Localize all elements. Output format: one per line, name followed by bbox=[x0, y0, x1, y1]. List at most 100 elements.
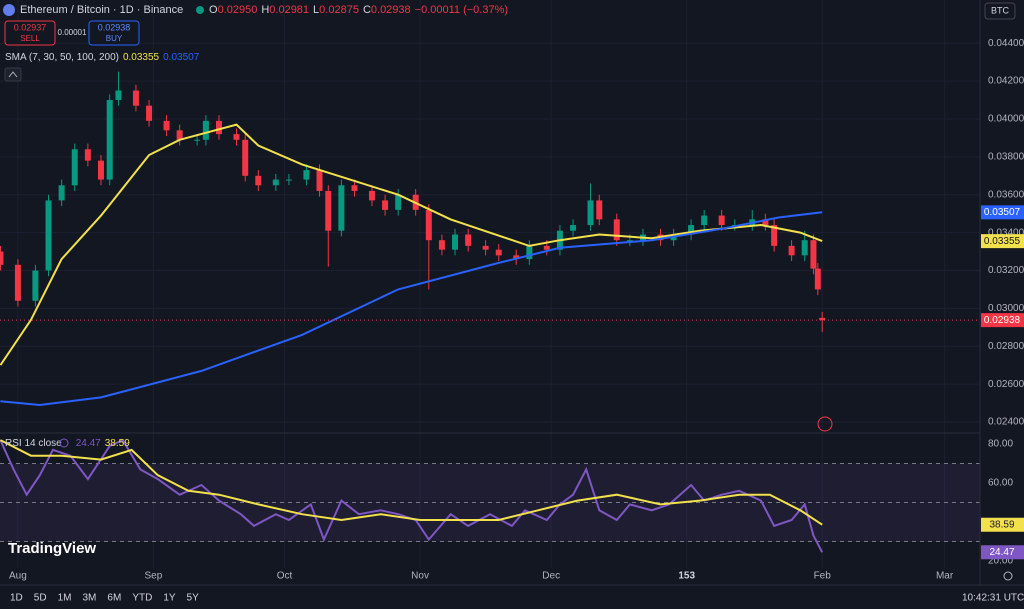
candle-body bbox=[163, 120, 170, 131]
y-tick-label: 0.02800 bbox=[988, 341, 1024, 352]
x-tick-label: Oct bbox=[277, 571, 293, 582]
candle-body bbox=[814, 268, 821, 290]
range-button[interactable]: 5D bbox=[34, 593, 47, 604]
y-tick-label: 60.00 bbox=[988, 478, 1013, 489]
range-button[interactable]: 1M bbox=[58, 593, 72, 604]
y-tick-label: 0.03800 bbox=[988, 151, 1024, 162]
o-value: 0.02950 bbox=[218, 4, 258, 16]
x-tick-label: Sep bbox=[145, 571, 163, 582]
settings-icon[interactable] bbox=[1003, 571, 1013, 581]
indicator-line bbox=[0, 123, 823, 366]
sell-button[interactable] bbox=[4, 20, 56, 46]
h-label: H bbox=[261, 4, 269, 16]
range-button[interactable]: 3M bbox=[83, 593, 97, 604]
rsi-legend: RSI 14 close 24.47 38.59 bbox=[5, 438, 130, 449]
c-label: C bbox=[363, 4, 371, 16]
candle-body bbox=[0, 251, 4, 265]
candle-body bbox=[202, 120, 209, 140]
candle-body bbox=[32, 270, 39, 301]
y-tick-label: 0.03000 bbox=[988, 303, 1024, 314]
candle-body bbox=[482, 245, 489, 250]
range-button[interactable]: 5Y bbox=[187, 593, 200, 604]
candle-body bbox=[176, 130, 183, 140]
candle-body bbox=[425, 209, 432, 241]
event-icon[interactable] bbox=[817, 416, 833, 432]
candle-body bbox=[215, 120, 222, 135]
candle-body bbox=[543, 245, 550, 250]
candle-body bbox=[382, 200, 389, 210]
y-tick-label: 0.02400 bbox=[988, 417, 1024, 428]
c-value: 0.02938 bbox=[371, 4, 411, 16]
rsi-title: RSI 14 close bbox=[5, 438, 62, 449]
change: −0.00011 (−0.37%) bbox=[415, 4, 508, 16]
candle-body bbox=[325, 190, 332, 231]
candle-body bbox=[771, 225, 778, 246]
y-tick-label: 0.03400 bbox=[988, 227, 1024, 238]
price-tag-label: 38.59 bbox=[989, 519, 1014, 530]
x-tick-label: Nov bbox=[411, 571, 429, 582]
range-button[interactable]: 1D bbox=[10, 593, 23, 604]
y-tick-label: 0.04000 bbox=[988, 114, 1024, 125]
price-tag bbox=[981, 234, 1024, 249]
candle-body bbox=[272, 179, 279, 186]
candle-body bbox=[810, 240, 817, 269]
clock: 10:42:31 UTC bbox=[962, 593, 1024, 604]
plot-area bbox=[0, 0, 980, 568]
y-tick-label: 0.02600 bbox=[988, 379, 1024, 390]
candle-body bbox=[788, 245, 795, 256]
range-button[interactable]: 1Y bbox=[163, 593, 176, 604]
candle-body bbox=[613, 219, 620, 241]
candle-body bbox=[688, 225, 695, 235]
candle-body bbox=[596, 200, 603, 220]
x-tick-label: Feb bbox=[814, 571, 832, 582]
symbol-icon bbox=[3, 4, 15, 16]
candle-body bbox=[146, 105, 153, 121]
candle-body bbox=[303, 170, 310, 180]
range-button[interactable]: YTD bbox=[132, 593, 152, 604]
sma-value: 0.03355 bbox=[123, 52, 160, 63]
candle-body bbox=[395, 194, 402, 210]
x-tick-label: Mar bbox=[936, 571, 954, 582]
candle-body bbox=[718, 215, 725, 226]
sell-price: 0.02937 bbox=[14, 22, 47, 32]
h-value: 0.02981 bbox=[269, 4, 309, 16]
y-tick-label: 0.04400 bbox=[988, 38, 1024, 49]
collapse-button[interactable] bbox=[4, 67, 22, 82]
candle-body bbox=[132, 90, 139, 106]
candle-body bbox=[14, 264, 21, 301]
candle-body bbox=[106, 100, 113, 180]
rsi-ma-value: 38.59 bbox=[105, 438, 130, 449]
logo: TradingView bbox=[8, 540, 96, 557]
price-tag bbox=[981, 545, 1024, 560]
candle-body bbox=[587, 200, 594, 226]
sma-value: 0.03507 bbox=[163, 52, 200, 63]
range-button[interactable]: 6M bbox=[107, 593, 121, 604]
candle-body bbox=[819, 317, 826, 321]
candle-body bbox=[495, 249, 502, 256]
x-tick-label: 153 bbox=[678, 571, 695, 582]
y-tick-label: 20.00 bbox=[988, 556, 1013, 567]
collapse-icon bbox=[8, 71, 18, 78]
candle-body bbox=[233, 134, 240, 140]
indicator-line bbox=[0, 439, 823, 526]
rsi-value: 24.47 bbox=[76, 438, 101, 449]
symbol-title[interactable]: Ethereum / Bitcoin · 1D · Binance bbox=[20, 4, 183, 16]
candle-body bbox=[438, 240, 445, 250]
sell-label: SELL bbox=[20, 34, 40, 43]
candle-body bbox=[242, 139, 249, 176]
y-tick-label: 0.04200 bbox=[988, 76, 1024, 87]
indicator-legend: SMA (7, 30, 50, 100, 200) 0.03355 0.03507 bbox=[5, 52, 200, 63]
currency-button[interactable] bbox=[984, 2, 1016, 20]
candle-body bbox=[45, 200, 52, 271]
price-tag-label: 24.47 bbox=[989, 547, 1014, 558]
buy-button[interactable] bbox=[88, 20, 140, 46]
indicator-line bbox=[0, 438, 824, 553]
candle-body bbox=[570, 225, 577, 231]
buy-label: BUY bbox=[106, 34, 123, 43]
candle-body bbox=[452, 234, 459, 250]
market-status bbox=[196, 6, 204, 14]
o-label: O bbox=[209, 4, 218, 16]
candle-body bbox=[513, 255, 520, 260]
candle-body bbox=[465, 234, 472, 246]
